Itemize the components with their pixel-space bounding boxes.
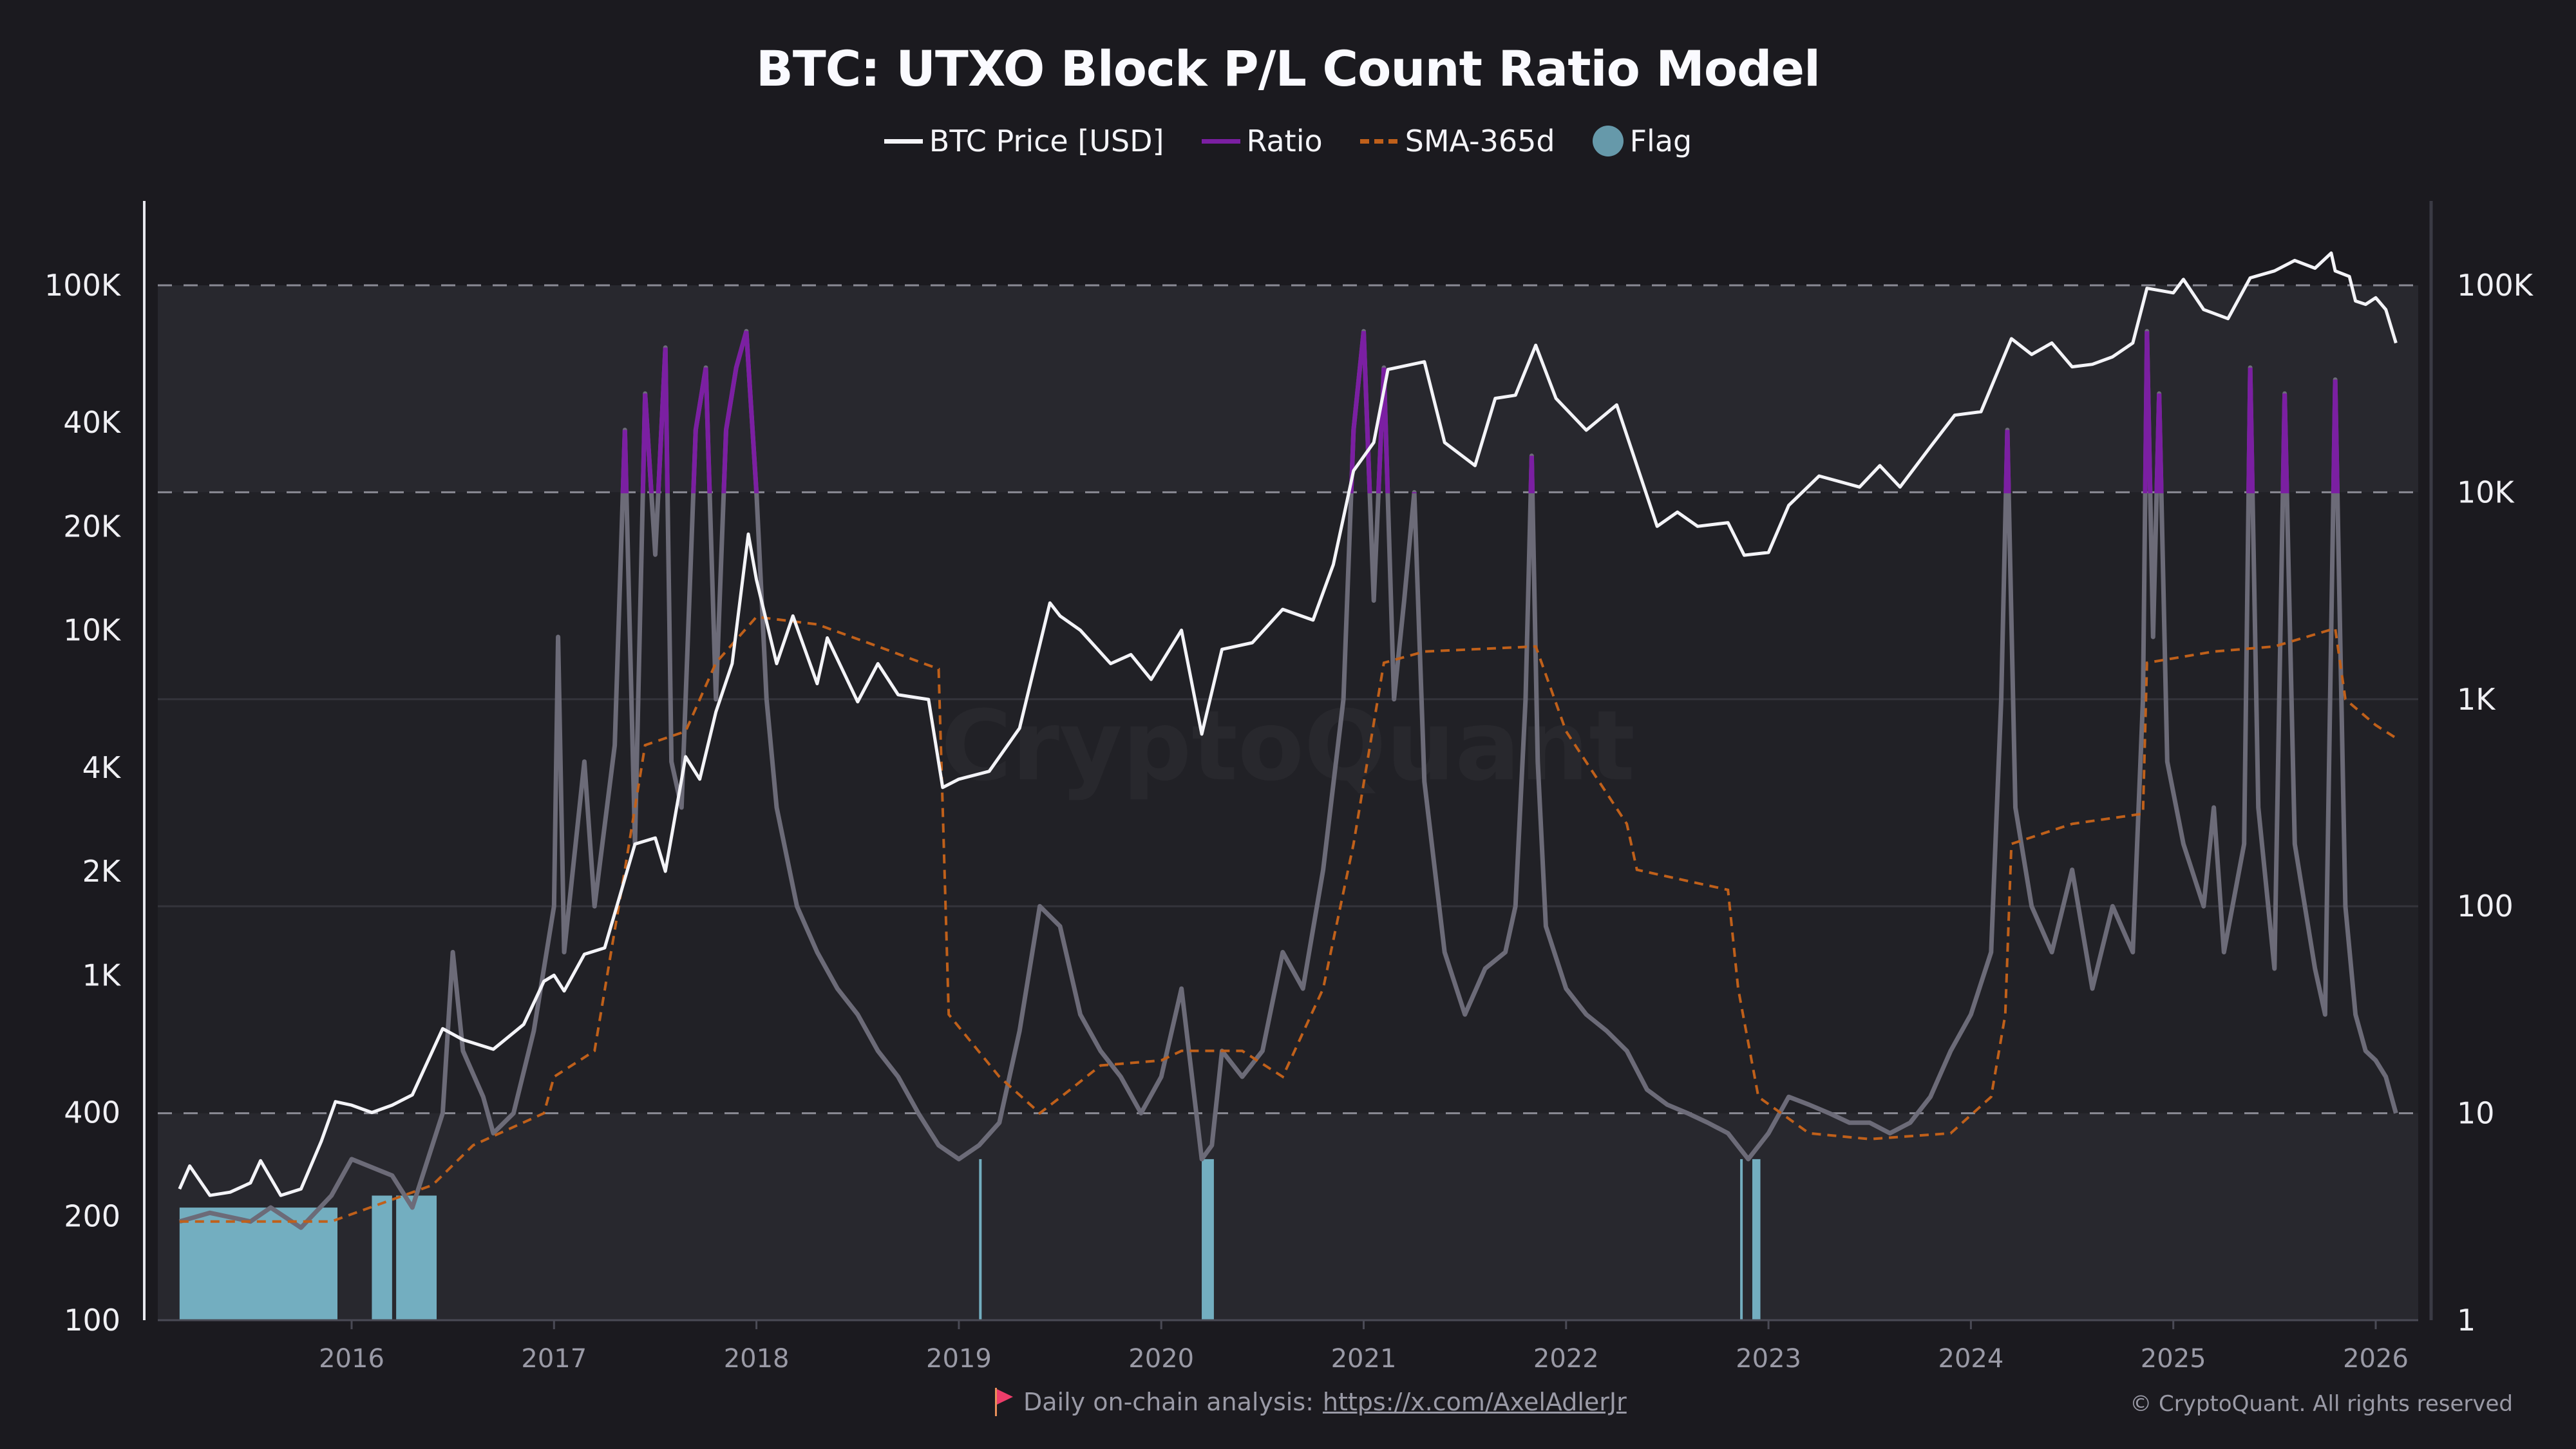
x-tick-label: 2022 bbox=[1533, 1344, 1599, 1374]
legend-label: Flag bbox=[1629, 124, 1692, 158]
legend-item-sma[interactable]: SMA-365d bbox=[1359, 124, 1555, 158]
x-tick-label: 2020 bbox=[1128, 1344, 1194, 1374]
x-tick-label: 2018 bbox=[724, 1344, 790, 1374]
price-swatch-icon bbox=[884, 138, 923, 144]
flag-bar bbox=[1740, 1159, 1743, 1320]
right-tick-label: 100 bbox=[2457, 889, 2514, 923]
flag-icon bbox=[995, 1388, 1013, 1416]
band-lower bbox=[158, 1113, 2418, 1320]
x-tick-label: 2025 bbox=[2141, 1344, 2206, 1374]
band-upper bbox=[158, 285, 2418, 493]
flag-bar bbox=[179, 1208, 337, 1320]
left-tick-label: 20K bbox=[63, 509, 122, 544]
x-tick-label: 2021 bbox=[1331, 1344, 1397, 1374]
left-tick-label: 40K bbox=[63, 405, 122, 440]
right-tick-label: 1K bbox=[2457, 682, 2496, 717]
left-tick-label: 100 bbox=[64, 1303, 120, 1338]
price-line bbox=[178, 251, 2398, 1197]
legend-label: Ratio bbox=[1246, 124, 1323, 158]
flag-bar bbox=[979, 1159, 982, 1320]
legend-item-flag[interactable]: Flag bbox=[1592, 124, 1692, 158]
flag-swatch-icon bbox=[1592, 126, 1624, 156]
left-tick-label: 100K bbox=[44, 268, 122, 303]
flag-bar bbox=[1752, 1159, 1761, 1320]
x-tick-label: 2016 bbox=[319, 1344, 384, 1374]
left-tick-label: 10K bbox=[63, 613, 122, 648]
copyright: © CryptoQuant. All rights reserved bbox=[2130, 1391, 2513, 1417]
flag-bar bbox=[396, 1195, 437, 1320]
sma-swatch-icon bbox=[1359, 138, 1399, 144]
left-tick-label: 400 bbox=[64, 1095, 120, 1130]
footer-text: Daily on-chain analysis: bbox=[1023, 1388, 1314, 1416]
x-tick-label: 2023 bbox=[1736, 1344, 1801, 1374]
legend-label: BTC Price [USD] bbox=[929, 124, 1164, 158]
x-tick-label: 2026 bbox=[2343, 1344, 2409, 1374]
flag-bar bbox=[1202, 1159, 1214, 1320]
chart-title: BTC: UTXO Block P/L Count Ratio Model bbox=[755, 40, 1821, 97]
sma-line bbox=[179, 615, 2397, 1223]
legend-item-ratio[interactable]: Ratio bbox=[1201, 124, 1323, 158]
left-tick-label: 4K bbox=[82, 750, 122, 785]
x-tick-label: 2024 bbox=[1938, 1344, 2004, 1374]
footer-link[interactable]: https://x.com/AxelAdlerJr bbox=[1322, 1388, 1627, 1416]
band-middle bbox=[158, 492, 2418, 1113]
left-tick-label: 1K bbox=[82, 958, 122, 992]
legend-item-price[interactable]: BTC Price [USD] bbox=[884, 124, 1164, 158]
legend-label: SMA-365d bbox=[1405, 124, 1555, 158]
right-tick-label: 100K bbox=[2457, 268, 2534, 303]
watermark: CryptoQuant bbox=[941, 690, 1635, 802]
left-tick-label: 200 bbox=[64, 1199, 120, 1234]
right-tick-label: 10 bbox=[2457, 1096, 2495, 1131]
x-tick-label: 2019 bbox=[926, 1344, 992, 1374]
ratio-swatch-icon bbox=[1201, 138, 1240, 144]
legend: BTC Price [USD] Ratio SMA-365d Flag bbox=[0, 124, 2576, 158]
flag-bar bbox=[372, 1195, 392, 1320]
right-tick-label: 10K bbox=[2457, 475, 2515, 509]
right-tick-label: 1 bbox=[2457, 1303, 2476, 1338]
footer: Daily on-chain analysis: https://x.com/A… bbox=[995, 1388, 1627, 1416]
x-tick-label: 2017 bbox=[521, 1344, 587, 1374]
left-tick-label: 2K bbox=[82, 854, 122, 889]
